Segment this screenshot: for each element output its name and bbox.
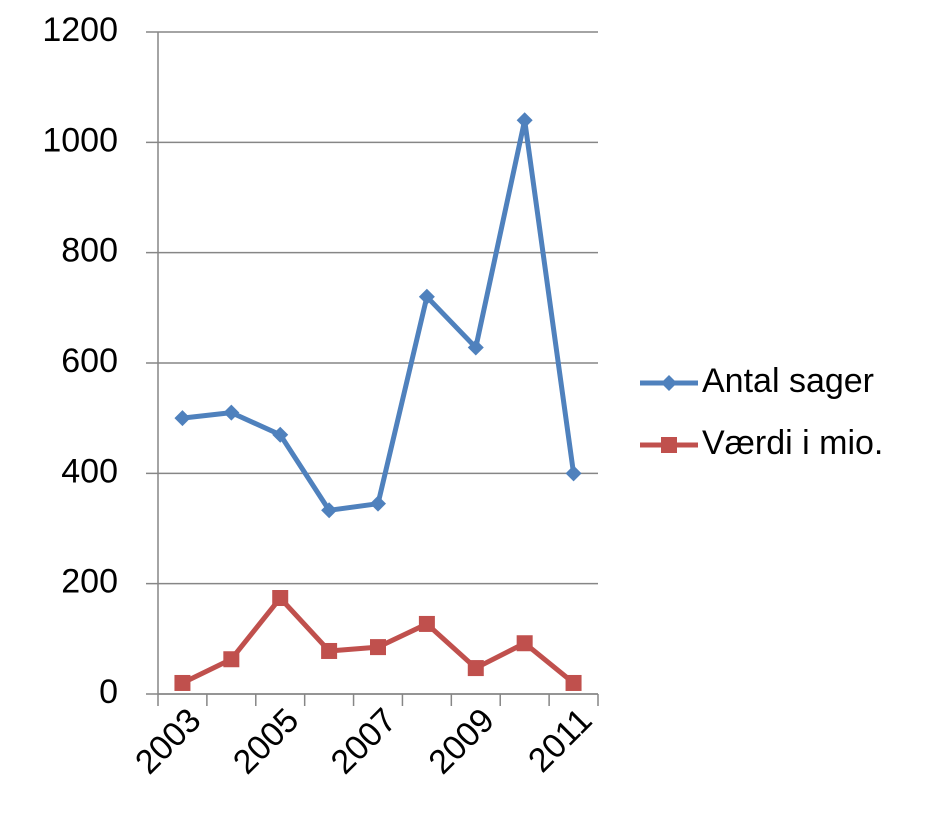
y-tick-label: 600 <box>61 342 118 380</box>
legend-label: Værdi i mio. <box>702 424 883 462</box>
y-tick-label: 1200 <box>42 11 118 49</box>
x-tick-label: 2005 <box>226 701 306 781</box>
point-marker <box>418 615 435 632</box>
point-marker <box>418 288 435 305</box>
point-marker <box>370 639 386 656</box>
point-marker <box>565 674 582 691</box>
point-marker <box>516 635 533 652</box>
x-tick-label: 2011 <box>521 701 600 780</box>
point-marker <box>467 339 484 356</box>
legend-marker <box>661 437 677 453</box>
series-line <box>182 117 577 513</box>
point-marker <box>516 112 533 129</box>
legend-marker <box>661 375 677 391</box>
y-tick-label: 0 <box>99 673 118 711</box>
point-marker <box>223 651 240 668</box>
point-marker <box>174 410 191 427</box>
x-tick-label: 2003 <box>128 701 208 781</box>
point-marker <box>321 642 338 659</box>
x-tick-label: 2009 <box>421 701 501 781</box>
point-marker <box>223 404 240 421</box>
point-marker <box>272 426 289 443</box>
y-tick-label: 200 <box>61 563 118 601</box>
y-tick-label: 1000 <box>42 121 118 159</box>
point-marker <box>370 495 386 512</box>
x-tick-label: 2007 <box>324 701 404 781</box>
point-marker <box>565 465 582 482</box>
y-tick-label: 800 <box>61 232 118 270</box>
y-tick-label: 400 <box>61 452 118 490</box>
point-marker <box>467 660 484 677</box>
point-marker <box>174 674 191 691</box>
legend-label: Antal sager <box>702 362 874 400</box>
point-marker <box>272 590 289 607</box>
point-marker <box>321 502 338 519</box>
